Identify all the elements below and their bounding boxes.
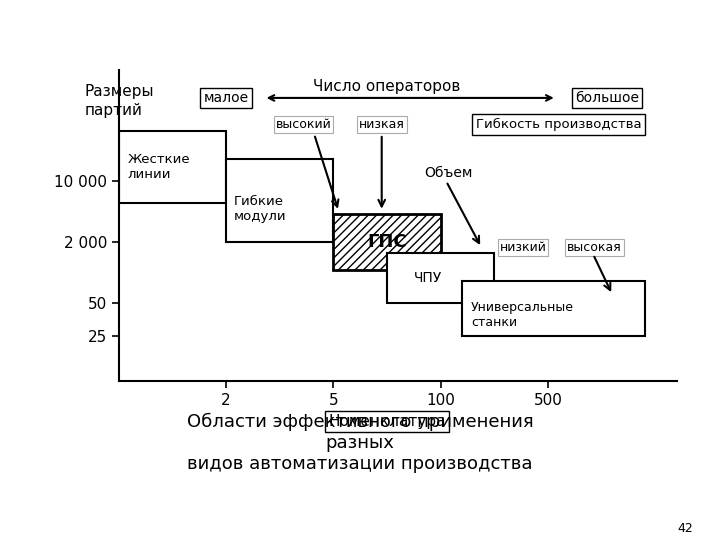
Text: Гибкие
модули: Гибкие модули [233,195,287,223]
Text: 42: 42 [677,522,693,535]
Text: Размеры: Размеры [84,84,154,99]
Text: высокая: высокая [567,241,622,254]
Bar [333,214,441,270]
Text: Универсальные
станки: Универсальные станки [471,301,574,329]
Text: низкая: низкая [359,118,405,131]
Text: большое: большое [575,91,639,105]
Bar [387,253,495,303]
Text: ЧПУ: ЧПУ [414,271,442,285]
Text: Области эффективного применения
разных
видов автоматизации производства: Области эффективного применения разных в… [186,413,534,473]
Bar [119,131,226,203]
Text: высокий: высокий [276,118,331,131]
Text: малое: малое [204,91,248,105]
Text: Гибкость производства: Гибкость производства [476,118,642,131]
Text: ГПС: ГПС [367,233,407,251]
Bar [226,159,333,242]
Bar [462,281,644,336]
Text: партий: партий [84,104,143,118]
Text: низкий: низкий [500,241,546,254]
Text: Номенклатура: Номенклатура [328,414,446,429]
Text: Число операторов: Число операторов [313,78,461,93]
Text: Объем: Объем [425,166,473,180]
Text: Жесткие
линии: Жесткие линии [127,153,190,181]
